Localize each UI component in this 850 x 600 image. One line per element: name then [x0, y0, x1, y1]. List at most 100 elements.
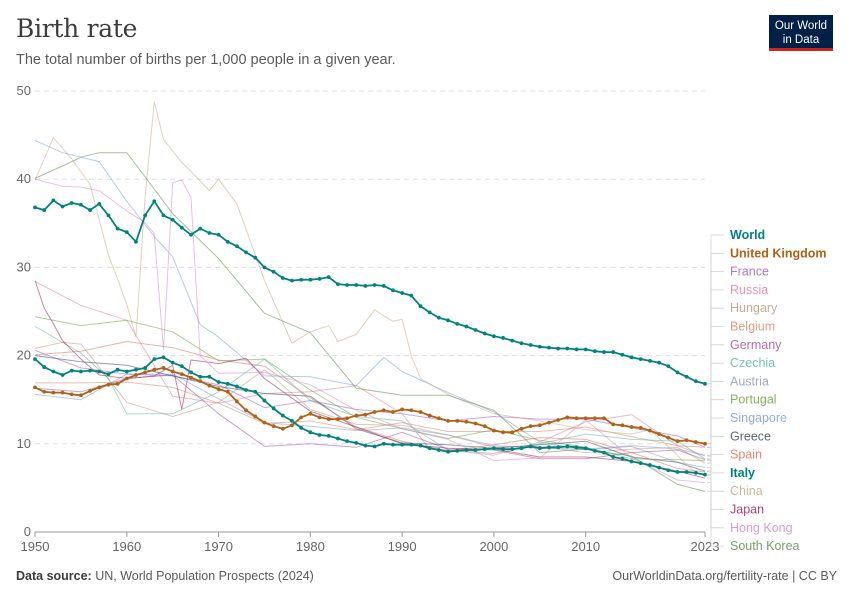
- data-point-italy: [427, 446, 432, 451]
- legend-label-united-kingdom: United Kingdom: [730, 246, 827, 260]
- data-point-world: [372, 283, 377, 287]
- data-point-italy: [161, 355, 166, 360]
- attribution-link[interactable]: OurWorldinData.org/fertility-rate | CC B…: [612, 569, 837, 583]
- data-point-world: [308, 277, 313, 282]
- y-tick-label: 0: [24, 524, 31, 539]
- data-point-united-kingdom: [97, 385, 102, 390]
- data-point-world: [446, 318, 450, 323]
- data-point-world: [519, 341, 524, 346]
- data-point-world: [189, 232, 193, 237]
- data-point-italy: [501, 447, 505, 451]
- data-point-united-kingdom: [556, 418, 561, 422]
- data-point-world: [482, 331, 487, 336]
- data-point-united-kingdom: [216, 387, 221, 392]
- data-point-world: [97, 201, 102, 206]
- data-point-italy: [409, 442, 414, 447]
- data-point-world: [363, 284, 368, 288]
- legend-connector-spain: [707, 454, 724, 473]
- data-point-italy: [308, 430, 313, 435]
- x-tick-label: 1950: [21, 539, 50, 554]
- data-point-world: [537, 344, 542, 349]
- data-point-united-kingdom: [143, 370, 148, 375]
- data-point-italy: [124, 369, 129, 374]
- legend-connector-greece: [707, 435, 724, 472]
- data-point-united-kingdom: [510, 430, 515, 435]
- y-tick-label: 10: [17, 436, 31, 451]
- data-point-united-kingdom: [345, 416, 349, 421]
- line-chart[interactable]: 0 10 20 30 40 50 1950 1960 1970 1980 1990 2000 2010 2…: [0, 0, 850, 560]
- data-point-united-kingdom: [244, 408, 248, 413]
- data-source-label: Data source:: [16, 569, 92, 583]
- legend-label-germany: Germany: [730, 338, 782, 352]
- y-tick-label: 50: [17, 83, 31, 98]
- legend-connector-italy: [707, 472, 724, 476]
- data-point-italy: [179, 364, 184, 369]
- data-point-united-kingdom: [455, 418, 460, 423]
- data-point-united-kingdom: [602, 416, 606, 421]
- data-point-italy: [345, 439, 349, 444]
- legend-label-spain: Spain: [730, 448, 762, 462]
- data-point-united-kingdom: [354, 413, 359, 418]
- data-point-world: [235, 244, 239, 249]
- series-line-spain: [34, 341, 706, 473]
- data-point-italy: [363, 443, 368, 448]
- data-point-world: [143, 213, 148, 218]
- legend-label-france: France: [730, 265, 769, 279]
- data-point-world: [648, 358, 652, 363]
- data-point-united-kingdom: [317, 415, 322, 420]
- data-point-italy: [106, 372, 111, 377]
- data-point-world: [657, 360, 662, 365]
- data-point-world: [299, 277, 304, 282]
- x-tick-label: 1990: [388, 539, 417, 554]
- data-point-italy: [556, 445, 561, 450]
- data-point-united-kingdom: [60, 390, 65, 395]
- data-point-world: [198, 226, 203, 231]
- data-point-world: [88, 208, 92, 212]
- data-point-italy: [97, 369, 102, 374]
- data-point-world: [290, 278, 294, 283]
- data-point-world: [271, 269, 276, 274]
- data-point-italy: [519, 446, 524, 451]
- x-tick-label: 2010: [571, 539, 600, 554]
- chart-title: Birth rate: [16, 14, 138, 43]
- data-point-italy: [693, 471, 698, 475]
- legend-label-italy: Italy: [730, 466, 755, 480]
- data-point-united-kingdom: [253, 414, 258, 419]
- data-point-world: [620, 352, 625, 357]
- legend-label-austria: Austria: [730, 374, 769, 388]
- data-point-italy: [400, 442, 405, 447]
- legend-label-hungary: Hungary: [730, 301, 778, 315]
- owid-logo[interactable]: Our World in Data: [769, 15, 833, 51]
- data-point-world: [134, 239, 138, 244]
- data-point-world: [409, 293, 414, 298]
- data-point-world: [528, 343, 533, 347]
- data-point-world: [51, 198, 56, 203]
- data-point-united-kingdom: [207, 383, 212, 388]
- data-point-world: [638, 357, 643, 362]
- data-point-italy: [602, 450, 606, 455]
- data-point-world: [179, 225, 184, 230]
- data-point-italy: [565, 444, 570, 449]
- data-point-world: [326, 275, 331, 280]
- data-point-italy: [528, 444, 533, 449]
- data-point-italy: [418, 443, 423, 448]
- legend-label-belgium: Belgium: [730, 320, 775, 334]
- data-point-world: [115, 226, 120, 231]
- data-point-italy: [648, 463, 652, 467]
- data-point-italy: [326, 433, 331, 438]
- legend-connector-world: [707, 234, 724, 385]
- data-point-united-kingdom: [69, 392, 74, 397]
- data-point-italy: [583, 446, 588, 451]
- data-point-united-kingdom: [583, 416, 588, 421]
- data-point-world: [684, 374, 689, 379]
- data-point-world: [427, 310, 432, 315]
- data-point-italy: [189, 370, 193, 375]
- data-point-world: [464, 324, 469, 329]
- data-point-italy: [51, 369, 56, 374]
- legend-label-greece: Greece: [730, 429, 771, 443]
- chart-subtitle: The total number of births per 1,000 peo…: [16, 52, 396, 68]
- data-point-united-kingdom: [280, 426, 285, 431]
- data-point-italy: [574, 445, 579, 450]
- data-point-italy: [42, 365, 47, 369]
- data-point-united-kingdom: [675, 439, 680, 444]
